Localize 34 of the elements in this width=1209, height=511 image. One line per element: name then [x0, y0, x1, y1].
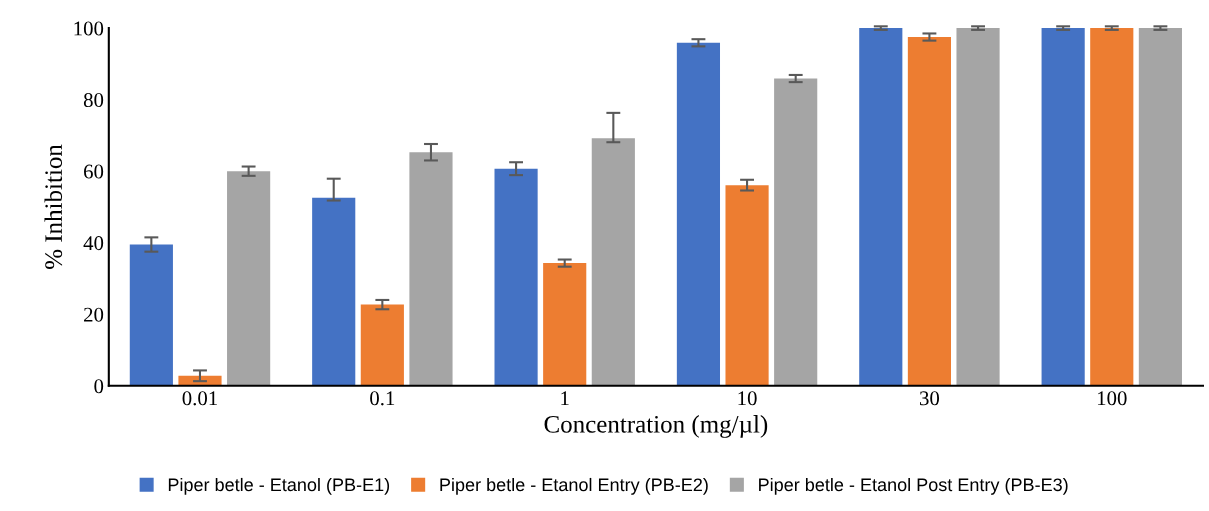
y-tick-label: 40 [83, 236, 104, 251]
bar [129, 244, 173, 386]
x-tick-label: 10 [738, 391, 757, 406]
bar [543, 263, 587, 386]
bar [312, 197, 356, 386]
x-tick-label: 100 [1097, 391, 1127, 406]
bar [591, 138, 635, 386]
x-tick-label: 0.1 [370, 391, 395, 406]
y-tick-label: 80 [83, 93, 104, 108]
y-tick-label: 0 [94, 379, 104, 394]
y-tick-label: 60 [84, 164, 104, 179]
bar [360, 304, 404, 386]
y-tick-label: 20 [84, 307, 104, 322]
legend-label: Piper betle - Etanol Entry (PB-E2) [440, 477, 708, 495]
bar [774, 78, 818, 386]
x-tick-label: 1 [561, 391, 569, 406]
legend-label: Piper betle - Etanol (PB-E1) [168, 477, 390, 495]
bar [227, 171, 271, 386]
y-axis-title: % Inhibition [44, 144, 63, 269]
bar [956, 28, 1000, 386]
y-tick-label: 100 [74, 21, 104, 36]
bar [725, 185, 769, 386]
bar [676, 42, 721, 386]
bar [1090, 28, 1134, 386]
bar [859, 28, 903, 386]
x-axis-title: Concentration (mg/µl) [544, 415, 768, 438]
bar [1041, 28, 1085, 386]
bar [1138, 28, 1182, 386]
bar [907, 37, 951, 386]
x-tick-label: 30 [920, 391, 940, 406]
bar [494, 168, 538, 386]
legend-label: Piper betle - Etanol Post Entry (PB-E3) [759, 477, 1068, 495]
bar [409, 152, 453, 386]
x-tick-label: 0.01 [182, 391, 217, 406]
